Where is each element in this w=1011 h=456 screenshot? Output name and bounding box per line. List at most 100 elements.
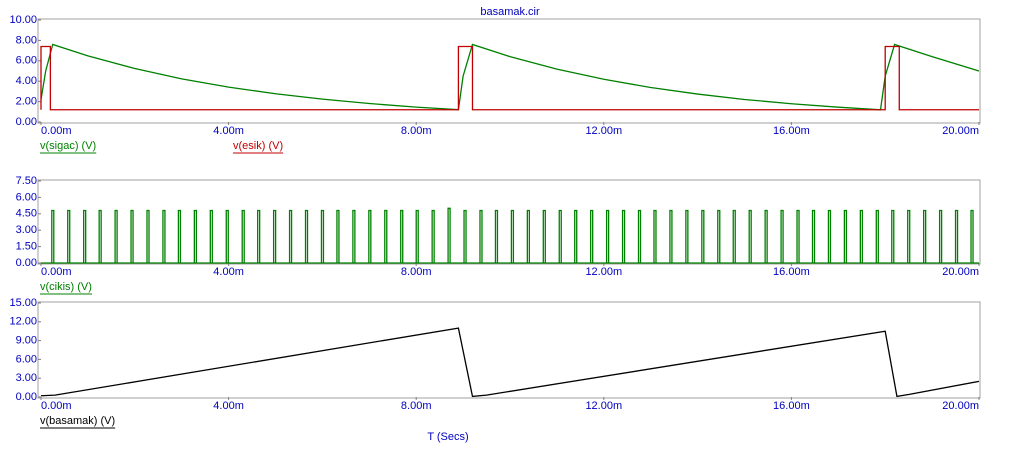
y-tick-label: 0.00 <box>16 116 37 128</box>
pulse <box>859 209 863 263</box>
pulse <box>320 209 325 263</box>
y-tick-label: 6.00 <box>16 191 37 203</box>
pulse <box>907 209 911 263</box>
y-tick-label: 3.00 <box>16 224 37 236</box>
pulse <box>193 209 198 263</box>
x-tick-label: 20.00m <box>942 266 979 278</box>
legend-label: v(sigac) (V) <box>40 140 96 152</box>
y-tick-label: 3.00 <box>16 372 37 384</box>
pulse <box>162 209 166 263</box>
x-tick-label: 0.00m <box>41 400 72 412</box>
pulse <box>241 209 245 263</box>
series-line <box>40 45 979 111</box>
pulse <box>114 209 118 263</box>
y-tick-label: 10.00 <box>9 14 37 26</box>
pulse <box>796 209 800 263</box>
pulse <box>146 209 150 263</box>
pulse <box>336 209 340 263</box>
y-tick-label: 7.50 <box>16 175 37 187</box>
x-tick-label: 8.00m <box>401 125 432 137</box>
series-line <box>40 327 980 398</box>
legend-label: v(basamak) (V) <box>40 415 115 427</box>
plot-frame <box>37 301 981 399</box>
pulse <box>605 209 610 263</box>
y-tick-label: 8.00 <box>16 34 37 46</box>
y-tick-label: 1.50 <box>16 241 37 253</box>
pulse <box>526 209 531 263</box>
pulse <box>685 209 689 263</box>
pulse <box>970 209 974 263</box>
pulse <box>98 209 102 263</box>
plot-frame <box>37 179 981 265</box>
x-tick-label: 0.00m <box>41 125 72 137</box>
pulse <box>400 209 404 263</box>
pulse <box>653 209 657 263</box>
pulse <box>780 209 784 263</box>
y-tick-label: 2.00 <box>16 96 37 108</box>
y-tick-label: 0.00 <box>16 257 37 269</box>
pulse <box>764 209 768 263</box>
x-tick-label: 16.00m <box>773 125 810 137</box>
pulse <box>748 209 752 263</box>
pulse <box>177 209 182 263</box>
x-tick-label: 4.00m <box>213 266 244 278</box>
pulse <box>51 209 55 263</box>
pulse <box>288 209 293 263</box>
pulse <box>938 209 943 263</box>
pulse <box>431 209 435 263</box>
pulse <box>891 209 895 263</box>
pulse <box>494 209 499 263</box>
pulse <box>542 209 546 263</box>
pulse <box>83 209 87 263</box>
series-line <box>40 43 980 111</box>
pulse <box>272 209 277 263</box>
y-tick-label: 4.00 <box>16 75 37 87</box>
x-tick-label: 20.00m <box>942 125 979 137</box>
pulse <box>732 209 736 263</box>
pulse <box>415 209 419 263</box>
pulse <box>479 209 483 263</box>
x-tick-label: 8.00m <box>401 266 432 278</box>
pulse <box>510 209 515 263</box>
x-tick-label: 12.00m <box>585 266 622 278</box>
pulse <box>827 209 832 263</box>
x-tick-label: 12.00m <box>585 400 622 412</box>
x-tick-label: 20.00m <box>942 400 979 412</box>
x-tick-label: 16.00m <box>773 400 810 412</box>
chart-title: basamak.cir <box>480 6 540 18</box>
y-tick-label: 6.00 <box>16 55 37 67</box>
y-tick-label: 4.50 <box>16 208 37 220</box>
pulse <box>669 209 673 263</box>
pulse <box>384 209 388 263</box>
x-tick-label: 8.00m <box>401 400 432 412</box>
x-tick-label: 12.00m <box>585 125 622 137</box>
pulse <box>257 209 261 263</box>
y-tick-label: 9.00 <box>16 335 37 347</box>
y-tick-label: 15.00 <box>9 297 37 309</box>
pulse <box>923 209 927 263</box>
pulse <box>621 209 626 263</box>
pulse <box>558 209 562 263</box>
y-tick-label: 12.00 <box>9 316 37 328</box>
x-tick-label: 16.00m <box>773 266 810 278</box>
pulse <box>701 209 705 263</box>
legend-label: v(esik) (V) <box>233 140 283 152</box>
pulse <box>67 209 71 263</box>
y-tick-label: 0.00 <box>16 391 37 403</box>
pulse <box>590 209 594 263</box>
legend-label: v(cikis) (V) <box>40 281 92 293</box>
pulse <box>875 209 879 263</box>
x-axis-label: T (Secs) <box>427 431 468 443</box>
pulse <box>352 209 356 263</box>
pulse <box>209 209 213 263</box>
pulse <box>954 209 959 263</box>
pulse <box>811 209 816 263</box>
x-tick-label: 4.00m <box>213 125 244 137</box>
x-tick-label: 0.00m <box>41 266 72 278</box>
pulse <box>225 209 229 263</box>
pulse <box>447 207 451 263</box>
pulse <box>574 209 578 263</box>
pulse <box>368 209 372 263</box>
x-tick-label: 4.00m <box>213 400 244 412</box>
